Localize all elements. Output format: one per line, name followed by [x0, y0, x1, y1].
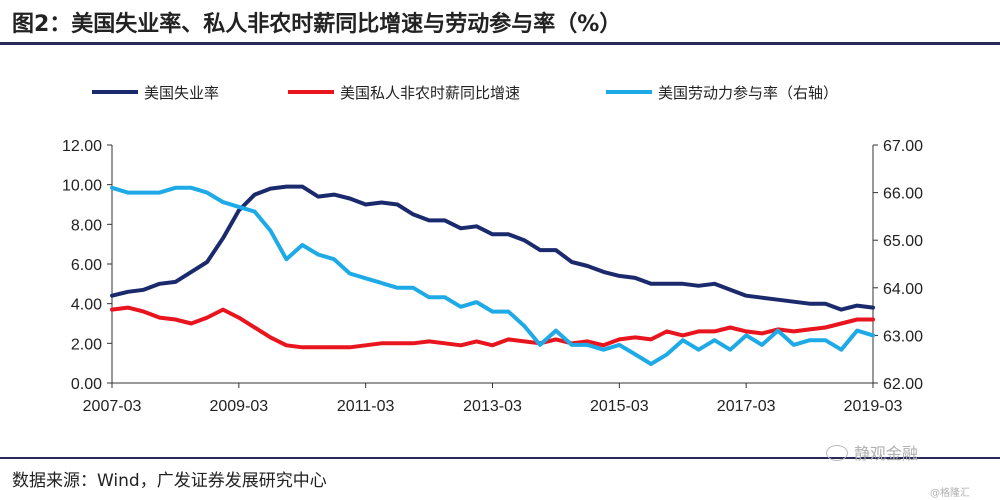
right-tick-label: 63.00 [883, 328, 923, 345]
left-tick-label: 2.00 [71, 336, 102, 353]
series-layer [110, 184, 875, 366]
series-line-1 [110, 305, 875, 350]
x-tick-label: 2007-03 [83, 398, 142, 415]
left-tick-label: 12.00 [62, 138, 102, 155]
chat-bubble-icon [826, 445, 848, 461]
source-note: 数据来源：Wind，广发证券发展研究中心 [12, 471, 327, 491]
left-tick-label: 0.00 [71, 376, 102, 393]
axes: 0.00 2.00 4.00 6.00 8.00 10.00 12.00 62.00 63.00… [62, 138, 923, 415]
right-tick-label: 65.00 [883, 233, 923, 250]
left-tick-label: 4.00 [71, 297, 102, 314]
title-divider [0, 42, 1000, 45]
watermark-text: 静观金融 [854, 444, 919, 463]
left-tick-label: 8.00 [71, 217, 102, 234]
legend: 美国失业率 美国私人非农时薪同比增速 美国劳动力参与率（右轴） [92, 84, 838, 102]
x-tick-label: 2019-03 [844, 398, 903, 415]
watermark-sub: @格隆汇 [930, 488, 970, 499]
x-tick-label: 2015-03 [590, 398, 649, 415]
watermark: 静观金融 [826, 440, 918, 464]
x-tick-label: 2013-03 [463, 398, 522, 415]
series-line-0 [110, 184, 875, 312]
legend-label-0: 美国失业率 [144, 84, 219, 102]
right-tick-label: 66.00 [883, 186, 923, 203]
legend-label-1: 美国私人非农时薪同比增速 [340, 84, 520, 102]
x-tick-label: 2011-03 [337, 398, 395, 415]
x-tick-label: 2009-03 [209, 398, 268, 415]
series-line-2 [110, 185, 875, 366]
x-tick-label: 2017-03 [717, 398, 776, 415]
chart-title: 图2：美国失业率、私人非农时薪同比增速与劳动参与率（%） [12, 12, 622, 37]
right-tick-label: 64.00 [883, 281, 923, 298]
right-tick-label: 62.00 [883, 376, 923, 393]
footer-divider [0, 457, 1000, 459]
right-tick-label: 67.00 [883, 138, 923, 155]
line-chart: 美国失业率 美国私人非农时薪同比增速 美国劳动力参与率（右轴） 0.00 2.00 4.… [62, 84, 923, 415]
legend-label-2: 美国劳动力参与率（右轴） [658, 84, 838, 102]
left-tick-label: 6.00 [71, 257, 102, 274]
left-tick-label: 10.00 [62, 178, 102, 195]
